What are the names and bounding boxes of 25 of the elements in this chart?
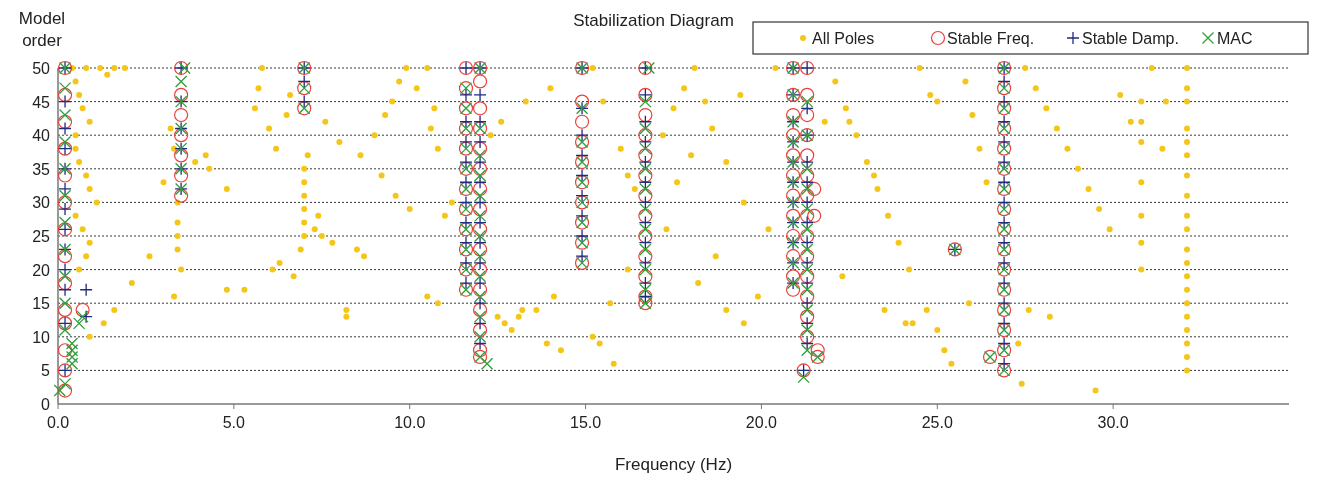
y-tick-label: 5 [41, 362, 51, 380]
x-tick-label: 15.0 [570, 414, 602, 431]
x-tick-label: 0.0 [46, 414, 70, 431]
x-tick-label: 25.0 [921, 414, 953, 431]
legend-label: Stable Damp. [1082, 30, 1179, 47]
y-tick-label: 40 [32, 127, 51, 145]
x-tick-label: 30.0 [1097, 414, 1129, 431]
x-tick-label: 20.0 [745, 414, 778, 431]
legend-label: All Poles [812, 30, 875, 47]
y-tick-label: 10 [32, 328, 51, 346]
legend-label: Stable Freq. [947, 30, 1035, 47]
legend-label: MAC [1217, 30, 1253, 47]
y-tick-label: 35 [32, 160, 51, 178]
y-tick-label: 25 [32, 228, 51, 245]
y-tick-label: 45 [32, 93, 51, 111]
y-tick-label: 50 [32, 60, 51, 77]
x-tick-label: 10.0 [394, 414, 426, 431]
y-tick-label: 20 [32, 261, 51, 279]
x-axis-title: Frequency (Hz) [614, 455, 733, 474]
y-tick-label: 15 [32, 295, 51, 313]
x-tick-label: 5.0 [222, 414, 246, 431]
chart-title: Stabilization Diagram [573, 11, 734, 30]
y-axis-title: Model order [18, 9, 66, 50]
y-tick-label: 30 [32, 194, 51, 212]
y-tick-label: 0 [41, 396, 51, 413]
